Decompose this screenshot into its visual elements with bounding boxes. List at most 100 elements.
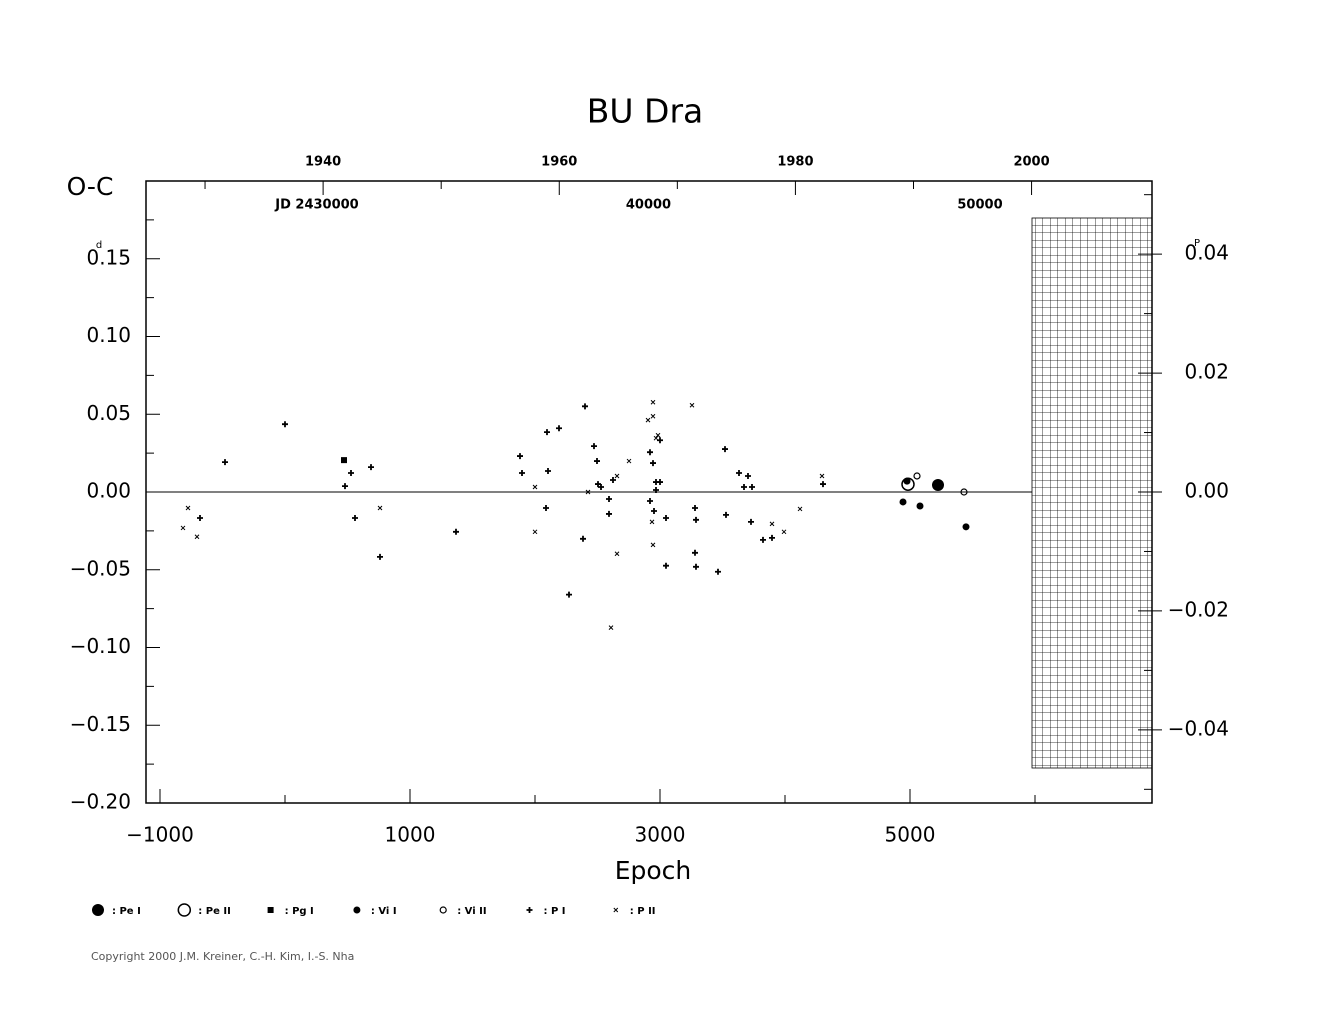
data-point xyxy=(532,529,538,535)
data-point xyxy=(736,470,742,477)
y-tick-label: 0.05 xyxy=(86,401,131,425)
y2-tick-label: 0.04 xyxy=(1184,241,1229,265)
data-point xyxy=(649,519,655,525)
data-point xyxy=(185,505,191,511)
data-point xyxy=(614,473,620,479)
data-point xyxy=(645,417,651,423)
y2-tick-label: 0.00 xyxy=(1184,479,1229,503)
data-point xyxy=(180,525,186,531)
year-tick-label: 2000 xyxy=(1013,155,1049,170)
data-point xyxy=(342,483,348,490)
data-point xyxy=(715,568,721,575)
data-point xyxy=(647,498,653,505)
year-tick-label: 1980 xyxy=(777,155,813,170)
legend-label: : Pg I xyxy=(285,906,314,917)
chart-title: BU Dra xyxy=(587,92,703,131)
legend-marker xyxy=(92,904,104,916)
data-point xyxy=(899,498,907,506)
data-point xyxy=(693,516,699,523)
data-point xyxy=(543,505,549,512)
data-point xyxy=(653,435,659,441)
legend-marker xyxy=(177,903,192,917)
y-tick-label: 0.10 xyxy=(86,323,131,347)
x-axis-label: Epoch xyxy=(615,856,692,885)
legend-label: : P I xyxy=(544,906,566,917)
legend-label: : Pe II xyxy=(198,906,231,917)
x-tick-label: −1000 xyxy=(126,823,194,847)
data-point xyxy=(749,484,755,491)
y-tick-label: −0.10 xyxy=(70,634,131,658)
data-point xyxy=(693,563,699,570)
data-point xyxy=(377,553,383,560)
data-point xyxy=(769,534,775,541)
x-tick-label: 5000 xyxy=(885,823,936,847)
data-point xyxy=(741,484,747,491)
data-point xyxy=(650,399,656,405)
data-point xyxy=(594,458,600,465)
data-point xyxy=(580,535,586,542)
data-point xyxy=(689,402,695,408)
data-point xyxy=(582,403,588,410)
data-point xyxy=(517,453,523,460)
data-point xyxy=(194,534,200,540)
data-point xyxy=(595,481,601,488)
data-point xyxy=(545,468,551,475)
data-point xyxy=(614,551,620,557)
year-tick-label: 1940 xyxy=(305,155,341,170)
data-point xyxy=(769,521,775,527)
data-point xyxy=(723,511,729,518)
data-point xyxy=(663,514,669,521)
y2-tick-label: −0.04 xyxy=(1168,716,1229,740)
data-point xyxy=(598,484,604,491)
data-point xyxy=(962,523,970,531)
data-point xyxy=(610,477,616,484)
data-point xyxy=(556,425,562,432)
y-tick-label: −0.15 xyxy=(70,712,131,736)
data-point xyxy=(819,473,825,479)
data-point xyxy=(606,510,612,517)
data-point xyxy=(722,446,728,453)
legend-marker xyxy=(267,907,274,913)
data-point xyxy=(745,472,751,479)
data-point xyxy=(663,562,669,569)
data-point xyxy=(657,479,663,486)
legend-label: : Vi I xyxy=(371,906,397,917)
data-point xyxy=(368,464,374,471)
data-point xyxy=(748,518,754,525)
legend-label: : P II xyxy=(630,906,656,917)
data-point xyxy=(653,486,659,493)
legend-marker xyxy=(353,906,361,914)
data-point xyxy=(519,470,525,477)
data-point xyxy=(608,625,614,630)
data-point xyxy=(377,505,383,511)
data-point xyxy=(651,507,657,514)
y2-tick-label: −0.02 xyxy=(1168,597,1229,621)
data-point xyxy=(650,542,656,548)
data-point xyxy=(932,479,944,492)
data-point xyxy=(760,536,766,543)
data-point xyxy=(797,506,803,512)
legend-label: : Vi II xyxy=(457,906,486,917)
data-point xyxy=(647,449,653,456)
data-point xyxy=(222,459,228,466)
y2-unit: P xyxy=(1194,238,1200,249)
data-point xyxy=(341,457,347,464)
legend-label: : Pe I xyxy=(112,906,141,917)
jd-tick-label: 50000 xyxy=(957,198,1002,213)
y-tick-label: 0.00 xyxy=(86,479,131,503)
x-tick-label: 1000 xyxy=(385,823,436,847)
data-point xyxy=(960,488,968,496)
y-tick-label: 0.15 xyxy=(86,245,131,269)
y-unit: d xyxy=(96,240,102,251)
data-point xyxy=(606,495,612,502)
y-tick-label: −0.20 xyxy=(70,790,131,814)
data-point xyxy=(591,443,597,450)
data-point xyxy=(781,529,787,535)
data-point xyxy=(655,432,661,438)
data-point xyxy=(626,458,632,464)
data-point xyxy=(453,528,459,535)
y2-tick-label: 0.02 xyxy=(1184,360,1229,384)
copyright: Copyright 2000 J.M. Kreiner, C.-H. Kim, … xyxy=(91,950,354,963)
data-point xyxy=(197,514,203,521)
